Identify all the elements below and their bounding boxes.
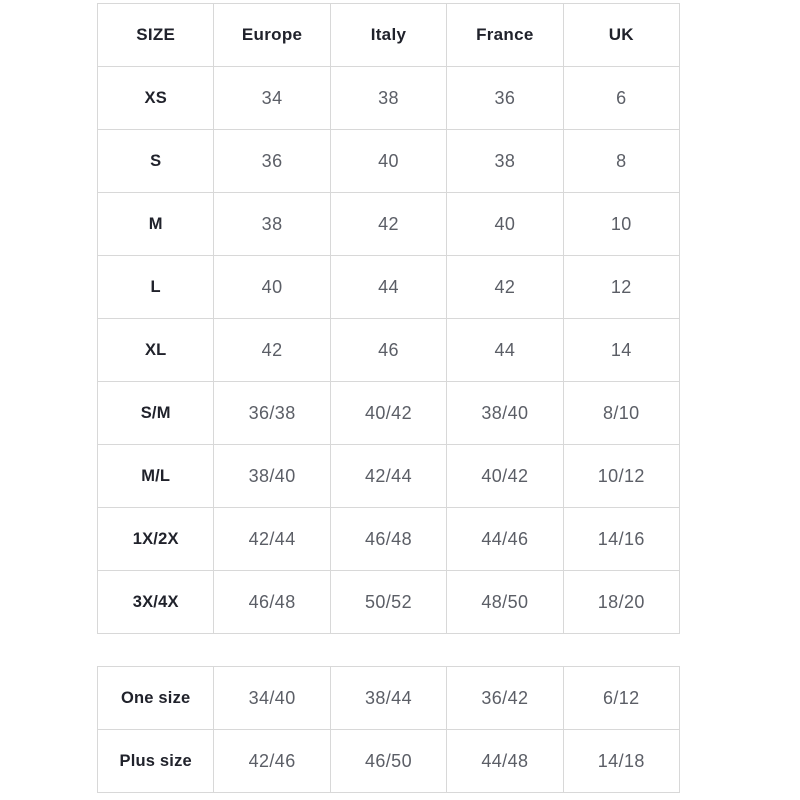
size-value-cell: 40/42 bbox=[446, 444, 564, 508]
size-value-cell: 34 bbox=[213, 66, 331, 130]
size-value-cell: 38 bbox=[329, 66, 448, 130]
size-value-cell: 38 bbox=[446, 129, 564, 193]
size-value-cell: 40/42 bbox=[329, 381, 448, 445]
table-row-plus-size: Plus size 42/46 46/50 44/48 14/18 bbox=[96, 729, 681, 793]
size-value-cell: 12 bbox=[562, 255, 681, 319]
column-header-uk: UK bbox=[562, 3, 681, 67]
size-value-cell: 38/40 bbox=[446, 381, 564, 445]
size-value-cell: 36 bbox=[446, 66, 564, 130]
size-value-cell: 14/16 bbox=[562, 507, 681, 571]
header-row: SIZE Europe Italy France UK bbox=[96, 3, 681, 67]
size-value-cell: 38/40 bbox=[213, 444, 331, 508]
table-row-xs: XS 34 38 36 6 bbox=[96, 66, 681, 130]
size-value-cell: 8/10 bbox=[562, 381, 681, 445]
size-value-cell: 42/44 bbox=[329, 444, 448, 508]
size-value-cell: 18/20 bbox=[562, 570, 681, 634]
table-row-one-size: One size 34/40 38/44 36/42 6/12 bbox=[96, 666, 681, 730]
size-value-cell: 46 bbox=[329, 318, 448, 382]
size-label-xs: XS bbox=[96, 66, 215, 130]
size-value-cell: 8 bbox=[562, 129, 681, 193]
table-row-m-l: M/L 38/40 42/44 40/42 10/12 bbox=[96, 444, 681, 508]
size-value-cell: 36/38 bbox=[213, 381, 331, 445]
size-value-cell: 34/40 bbox=[213, 666, 331, 730]
size-value-cell: 44 bbox=[446, 318, 564, 382]
size-value-cell: 36/42 bbox=[446, 666, 564, 730]
size-label-3x-4x: 3X/4X bbox=[96, 570, 215, 634]
size-value-cell: 14/18 bbox=[562, 729, 681, 793]
table-row-s-m: S/M 36/38 40/42 38/40 8/10 bbox=[96, 381, 681, 445]
size-label-m-l: M/L bbox=[96, 444, 215, 508]
table-row-3x-4x: 3X/4X 46/48 50/52 48/50 18/20 bbox=[96, 570, 681, 634]
size-value-cell: 40 bbox=[213, 255, 331, 319]
size-label-m: M bbox=[96, 192, 215, 256]
size-label-xl: XL bbox=[96, 318, 215, 382]
size-value-cell: 46/48 bbox=[329, 507, 448, 571]
size-value-cell: 14 bbox=[562, 318, 681, 382]
table-row-l: L 40 44 42 12 bbox=[96, 255, 681, 319]
size-label-s-m: S/M bbox=[96, 381, 215, 445]
size-label-l: L bbox=[96, 255, 215, 319]
column-header-europe: Europe bbox=[213, 3, 331, 67]
size-label-1x-2x: 1X/2X bbox=[96, 507, 215, 571]
size-value-cell: 36 bbox=[213, 129, 331, 193]
table-row-1x-2x: 1X/2X 42/44 46/48 44/46 14/16 bbox=[96, 507, 681, 571]
size-value-cell: 44 bbox=[329, 255, 448, 319]
size-label-one-size: One size bbox=[96, 666, 215, 730]
size-label-s: S bbox=[96, 129, 215, 193]
size-value-cell: 44/46 bbox=[446, 507, 564, 571]
size-value-cell: 42/44 bbox=[213, 507, 331, 571]
one-size-plus-size-table: One size 34/40 38/44 36/42 6/12 Plus size 42/4… bbox=[96, 666, 681, 793]
size-value-cell: 38/44 bbox=[329, 666, 448, 730]
table-row-xl: XL 42 46 44 14 bbox=[96, 318, 681, 382]
table-row-m: M 38 42 40 10 bbox=[96, 192, 681, 256]
column-header-size: SIZE bbox=[96, 3, 215, 67]
table-row-s: S 36 40 38 8 bbox=[96, 129, 681, 193]
size-value-cell: 46/50 bbox=[329, 729, 448, 793]
size-value-cell: 50/52 bbox=[329, 570, 448, 634]
column-header-italy: Italy bbox=[329, 3, 448, 67]
size-value-cell: 42/46 bbox=[213, 729, 331, 793]
size-value-cell: 6 bbox=[562, 66, 681, 130]
size-value-cell: 48/50 bbox=[446, 570, 564, 634]
size-value-cell: 42 bbox=[329, 192, 448, 256]
size-conversion-table: SIZE Europe Italy France UK XS 34 38 36 6 S 36 40 38 8… bbox=[96, 3, 681, 634]
column-header-france: France bbox=[446, 3, 564, 67]
size-value-cell: 42 bbox=[213, 318, 331, 382]
size-value-cell: 40 bbox=[446, 192, 564, 256]
size-value-cell: 38 bbox=[213, 192, 331, 256]
size-value-cell: 10/12 bbox=[562, 444, 681, 508]
size-label-plus-size: Plus size bbox=[96, 729, 215, 793]
size-value-cell: 46/48 bbox=[213, 570, 331, 634]
size-value-cell: 10 bbox=[562, 192, 681, 256]
size-value-cell: 42 bbox=[446, 255, 564, 319]
size-value-cell: 44/48 bbox=[446, 729, 564, 793]
size-value-cell: 6/12 bbox=[562, 666, 681, 730]
size-value-cell: 40 bbox=[329, 129, 448, 193]
